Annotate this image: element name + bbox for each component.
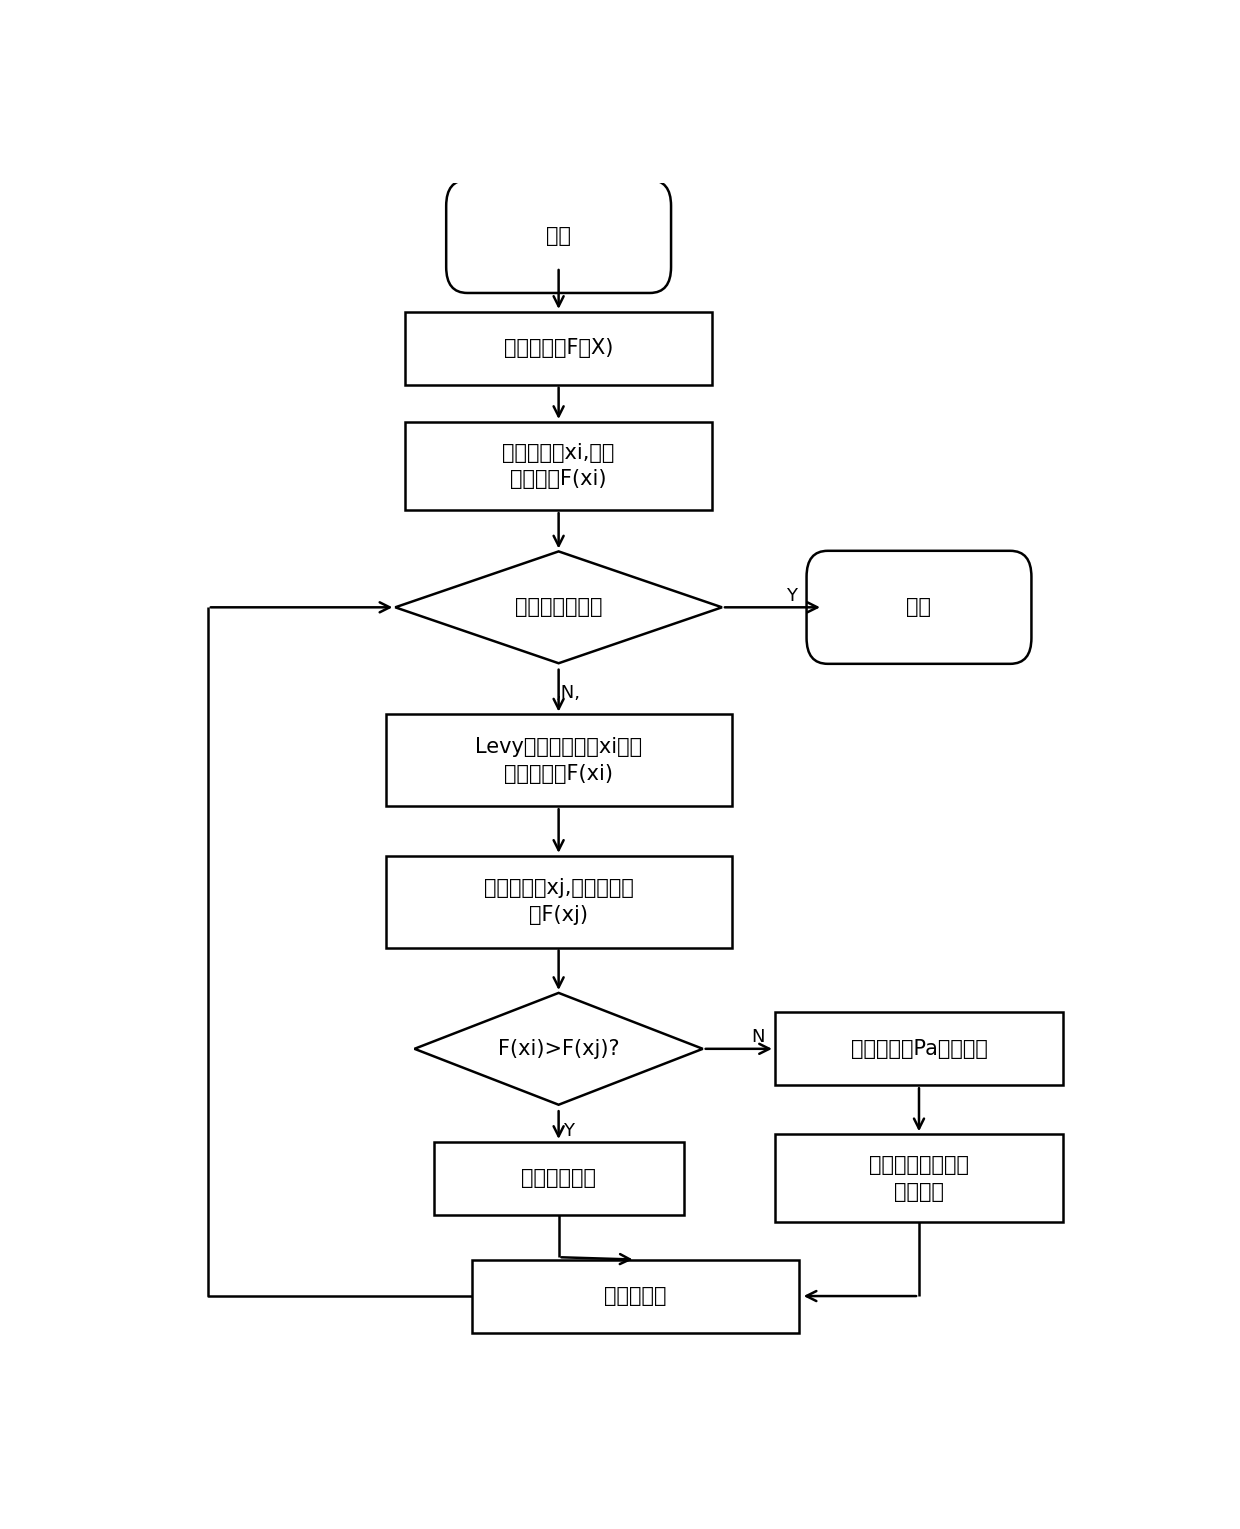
Text: 初始化种群xi,计算
适应度值F(xi): 初始化种群xi,计算 适应度值F(xi) xyxy=(502,443,615,489)
Bar xyxy=(775,1012,1063,1086)
Bar xyxy=(386,856,732,948)
Text: Levy飞行产生新解xi，计
算适应度值F(xi): Levy飞行产生新解xi，计 算适应度值F(xi) xyxy=(475,737,642,783)
Text: 随机选择解xj,计算适应度
值F(xj): 随机选择解xj,计算适应度 值F(xj) xyxy=(484,879,634,925)
Text: 按发现概率Pa丢弃差解: 按发现概率Pa丢弃差解 xyxy=(851,1038,987,1058)
Text: 结束: 结束 xyxy=(906,598,931,618)
Text: N: N xyxy=(751,1027,765,1046)
Polygon shape xyxy=(414,992,703,1105)
Text: 随机游动新解替换
丢弃的解: 随机游动新解替换 丢弃的解 xyxy=(869,1154,968,1202)
Text: 适应度函数F（X): 适应度函数F（X) xyxy=(503,338,614,358)
Bar xyxy=(386,714,732,806)
Text: 记录最优解: 记录最优解 xyxy=(604,1286,667,1306)
Text: Y: Y xyxy=(786,587,797,604)
Bar xyxy=(404,422,713,511)
Bar xyxy=(472,1260,799,1333)
Text: 新解替换旧解: 新解替换旧解 xyxy=(521,1168,596,1188)
FancyBboxPatch shape xyxy=(446,180,671,294)
Text: F(xi)>F(xj)?: F(xi)>F(xj)? xyxy=(497,1038,620,1058)
Bar xyxy=(775,1135,1063,1223)
Text: 开始: 开始 xyxy=(546,226,572,246)
Text: ,N,: ,N, xyxy=(556,685,580,702)
Polygon shape xyxy=(396,552,722,664)
Text: 是否满足条件？: 是否满足条件？ xyxy=(515,598,603,618)
Text: Y: Y xyxy=(563,1122,574,1141)
Bar xyxy=(404,312,713,385)
FancyBboxPatch shape xyxy=(806,550,1032,664)
Bar xyxy=(434,1142,683,1216)
